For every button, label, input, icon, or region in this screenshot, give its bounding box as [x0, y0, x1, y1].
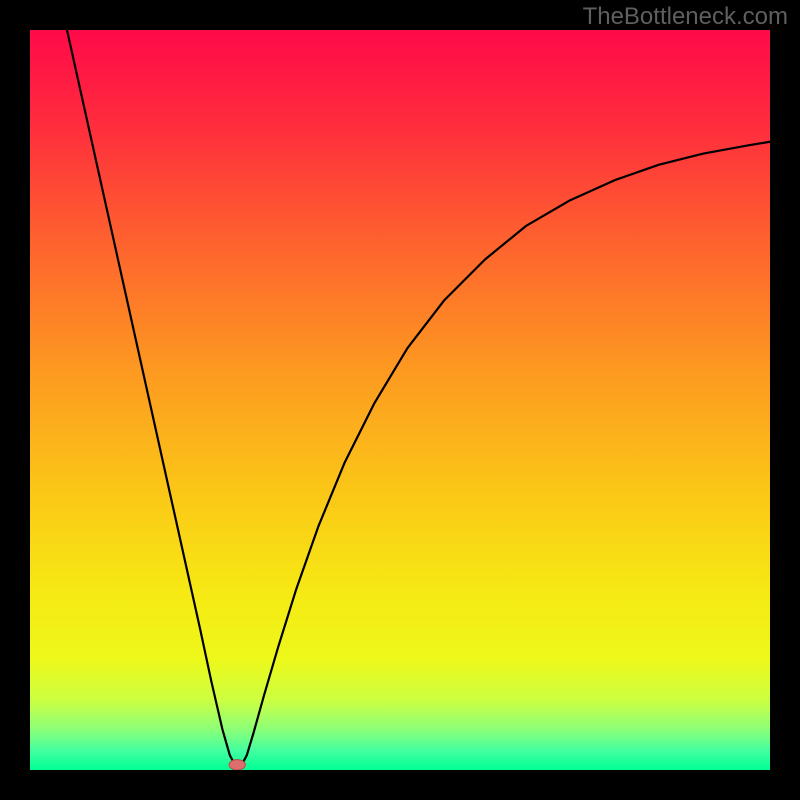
watermark-text: TheBottleneck.com [583, 3, 788, 31]
optimum-marker [229, 760, 245, 770]
gradient-background [30, 30, 770, 770]
chart-container: TheBottleneck.com [0, 0, 800, 800]
bottleneck-chart [30, 30, 770, 770]
